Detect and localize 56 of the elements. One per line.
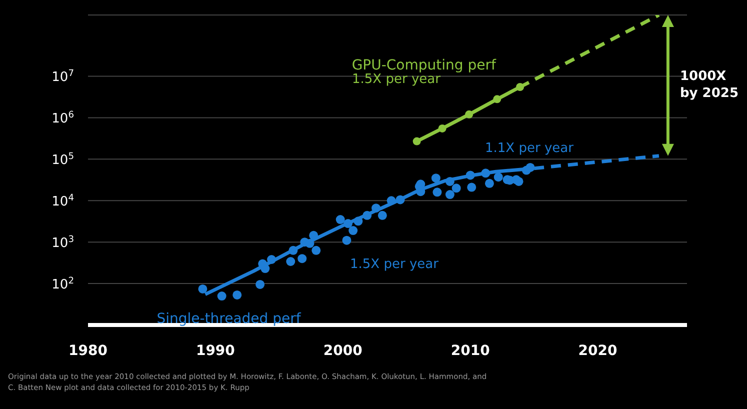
point	[298, 254, 307, 264]
point	[512, 175, 521, 184]
point	[412, 137, 421, 146]
point	[286, 257, 296, 266]
x-tick-label: 1980	[68, 343, 108, 359]
point	[452, 184, 461, 193]
point	[232, 290, 242, 300]
point	[305, 238, 314, 248]
x-tick-label: 2000	[323, 343, 363, 359]
annotation: 1.5X per year	[350, 257, 440, 272]
point	[343, 219, 352, 228]
annotation: 1000X by 2025	[680, 69, 738, 101]
point	[348, 226, 358, 236]
point	[445, 176, 454, 186]
y-tick-label: 10$^{7}$	[52, 69, 74, 86]
point	[260, 264, 270, 274]
point	[494, 172, 503, 182]
point	[445, 190, 454, 200]
point	[217, 292, 226, 301]
x-tick-label: 2020	[578, 343, 618, 359]
point	[467, 182, 476, 192]
point	[342, 236, 352, 245]
point	[354, 216, 363, 226]
point	[396, 195, 405, 204]
point	[431, 174, 440, 183]
point	[256, 280, 265, 289]
point	[466, 170, 475, 180]
point	[432, 188, 442, 197]
point	[493, 95, 502, 104]
x-tick-label: 2010	[450, 343, 490, 359]
point	[481, 168, 490, 178]
y-tick-label: 10$^{4}$	[52, 194, 74, 210]
point	[309, 230, 318, 240]
point	[465, 110, 474, 118]
point	[484, 178, 494, 188]
y-tick-label: 10$^{6}$	[52, 110, 74, 127]
annotation: 1.1X per year	[485, 141, 574, 156]
x-tick-label: 1990	[196, 343, 236, 359]
y-tick-label: 10$^{3}$	[52, 235, 74, 252]
point	[288, 246, 298, 255]
point	[267, 255, 276, 264]
point	[516, 83, 524, 92]
annotation: 1.5X per year	[352, 72, 442, 87]
series-label: GPU-Computing perf	[352, 57, 497, 74]
point	[336, 215, 345, 224]
y-tick-label: 10$^{2}$	[52, 276, 74, 293]
point	[372, 204, 381, 213]
point	[438, 124, 446, 132]
point	[362, 210, 372, 220]
point	[378, 210, 387, 220]
point	[312, 246, 321, 255]
point	[198, 284, 208, 294]
point	[386, 196, 396, 206]
point	[526, 162, 535, 172]
series-label: Single-threaded perf	[156, 310, 302, 327]
y-tick-label: 10$^{5}$	[52, 152, 74, 168]
